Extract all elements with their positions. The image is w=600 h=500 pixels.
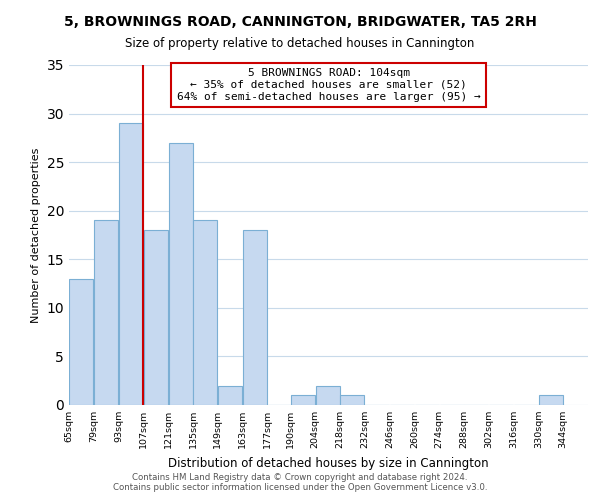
Bar xyxy=(193,220,217,405)
Y-axis label: Number of detached properties: Number of detached properties xyxy=(31,148,41,322)
Bar xyxy=(169,142,193,405)
Bar xyxy=(316,386,340,405)
Bar xyxy=(539,396,563,405)
Text: Contains HM Land Registry data © Crown copyright and database right 2024.
Contai: Contains HM Land Registry data © Crown c… xyxy=(113,473,487,492)
Bar xyxy=(119,124,143,405)
Bar xyxy=(218,386,242,405)
Bar xyxy=(243,230,267,405)
Bar xyxy=(70,278,94,405)
Text: Size of property relative to detached houses in Cannington: Size of property relative to detached ho… xyxy=(125,38,475,51)
Text: 5, BROWNINGS ROAD, CANNINGTON, BRIDGWATER, TA5 2RH: 5, BROWNINGS ROAD, CANNINGTON, BRIDGWATE… xyxy=(64,15,536,29)
Bar xyxy=(94,220,118,405)
Bar xyxy=(291,396,315,405)
Bar xyxy=(144,230,168,405)
X-axis label: Distribution of detached houses by size in Cannington: Distribution of detached houses by size … xyxy=(168,456,489,469)
Bar xyxy=(340,396,364,405)
Text: 5 BROWNINGS ROAD: 104sqm
← 35% of detached houses are smaller (52)
64% of semi-d: 5 BROWNINGS ROAD: 104sqm ← 35% of detach… xyxy=(176,68,481,102)
